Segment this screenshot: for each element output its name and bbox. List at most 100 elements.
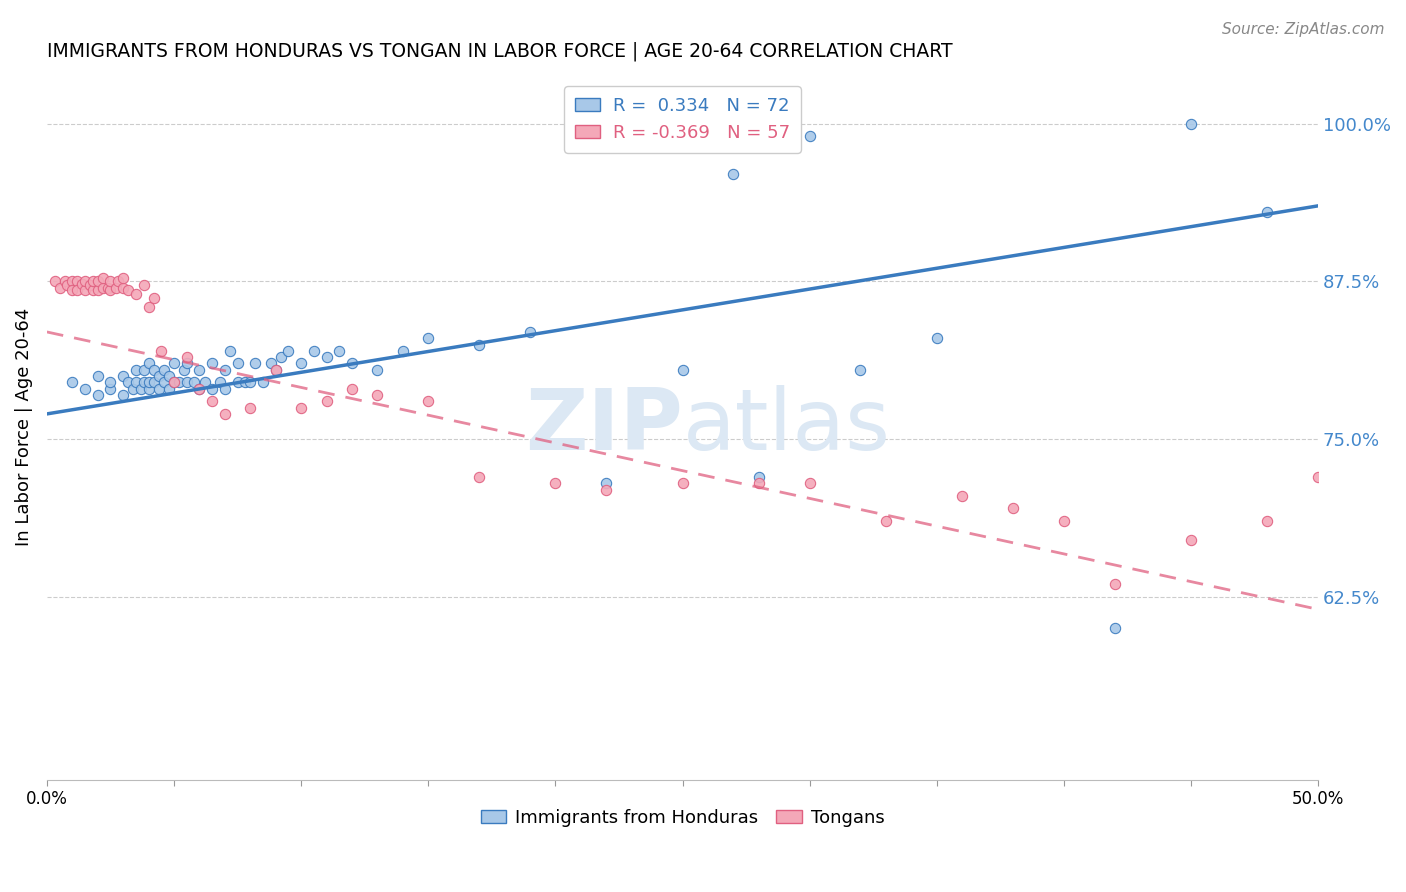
Point: [125, 363, 148, 377]
Point: [671, 476, 693, 491]
Point: [188, 382, 211, 396]
Point: [259, 356, 281, 370]
Point: [56, 278, 79, 293]
Point: [799, 129, 821, 144]
Point: [107, 275, 129, 289]
Point: [112, 270, 135, 285]
Text: Source: ZipAtlas.com: Source: ZipAtlas.com: [1222, 22, 1385, 37]
Point: [193, 376, 215, 390]
Point: [264, 363, 287, 377]
Point: [73, 275, 96, 289]
Point: [132, 363, 155, 377]
Point: [226, 376, 249, 390]
Point: [239, 376, 262, 390]
Point: [117, 376, 139, 390]
Y-axis label: In Labor Force | Age 20-64: In Labor Force | Age 20-64: [15, 308, 32, 546]
Point: [87, 369, 110, 384]
Point: [418, 394, 440, 409]
Point: [157, 369, 180, 384]
Point: [117, 283, 139, 297]
Point: [82, 283, 104, 297]
Point: [112, 281, 135, 295]
Point: [150, 343, 173, 358]
Point: [214, 382, 236, 396]
Point: [290, 356, 312, 370]
Point: [748, 476, 770, 491]
Point: [315, 394, 337, 409]
Point: [66, 283, 89, 297]
Point: [245, 356, 267, 370]
Point: [226, 356, 249, 370]
Point: [138, 382, 160, 396]
Point: [173, 363, 195, 377]
Point: [138, 356, 160, 370]
Text: IMMIGRANTS FROM HONDURAS VS TONGAN IN LABOR FORCE | AGE 20-64 CORRELATION CHART: IMMIGRANTS FROM HONDURAS VS TONGAN IN LA…: [46, 42, 952, 62]
Point: [875, 514, 897, 528]
Point: [392, 343, 415, 358]
Point: [73, 283, 96, 297]
Point: [167, 376, 190, 390]
Point: [277, 343, 299, 358]
Point: [201, 382, 224, 396]
Point: [87, 283, 110, 297]
Point: [183, 376, 205, 390]
Text: ZIP: ZIP: [524, 385, 682, 468]
Point: [48, 281, 70, 295]
Point: [163, 356, 186, 370]
Point: [100, 283, 122, 297]
Point: [132, 376, 155, 390]
Point: [849, 363, 872, 377]
Point: [468, 470, 491, 484]
Point: [671, 363, 693, 377]
Point: [142, 376, 165, 390]
Point: [142, 363, 165, 377]
Point: [468, 337, 491, 351]
Point: [188, 363, 211, 377]
Point: [1053, 514, 1076, 528]
Point: [1256, 205, 1278, 219]
Legend: Immigrants from Honduras, Tongans: Immigrants from Honduras, Tongans: [474, 802, 891, 834]
Point: [125, 376, 148, 390]
Point: [176, 376, 198, 390]
Point: [239, 401, 262, 415]
Point: [112, 369, 135, 384]
Point: [91, 270, 114, 285]
Point: [1104, 577, 1126, 591]
Point: [201, 356, 224, 370]
Point: [723, 167, 745, 181]
Point: [132, 278, 155, 293]
Point: [176, 356, 198, 370]
Point: [153, 376, 176, 390]
Point: [82, 275, 104, 289]
Point: [188, 382, 211, 396]
Point: [66, 275, 89, 289]
Point: [142, 291, 165, 305]
Point: [748, 470, 770, 484]
Point: [60, 283, 83, 297]
Point: [1002, 501, 1025, 516]
Point: [418, 331, 440, 345]
Point: [91, 281, 114, 295]
Point: [290, 401, 312, 415]
Point: [595, 483, 617, 497]
Point: [148, 369, 170, 384]
Point: [519, 325, 541, 339]
Point: [129, 382, 152, 396]
Point: [104, 281, 127, 295]
Point: [153, 363, 176, 377]
Point: [208, 376, 231, 390]
Point: [53, 275, 76, 289]
Point: [302, 343, 325, 358]
Point: [87, 388, 110, 402]
Point: [233, 376, 256, 390]
Point: [252, 376, 274, 390]
Point: [122, 382, 145, 396]
Point: [950, 489, 973, 503]
Point: [214, 363, 236, 377]
Point: [219, 343, 242, 358]
Text: atlas: atlas: [682, 385, 890, 468]
Point: [1308, 470, 1330, 484]
Point: [138, 376, 160, 390]
Point: [340, 356, 363, 370]
Point: [100, 275, 122, 289]
